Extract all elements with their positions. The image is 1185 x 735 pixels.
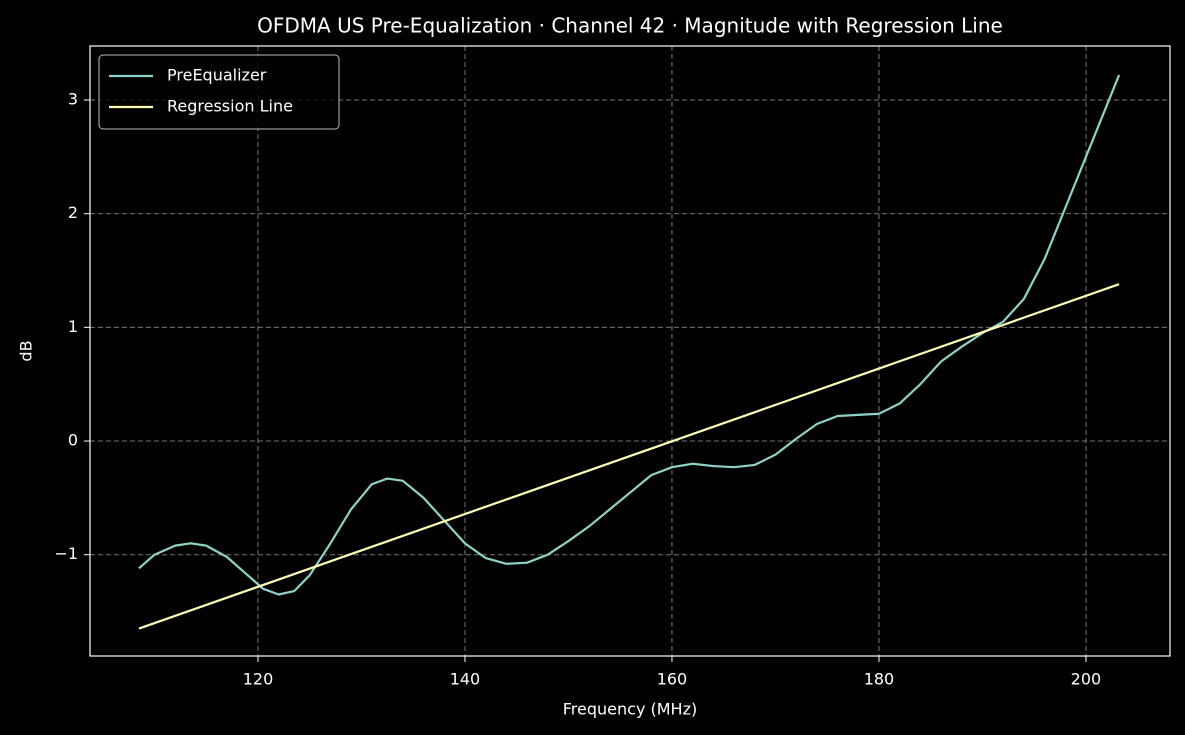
- x-tick-label: 180: [864, 670, 895, 689]
- y-tick-label: 1: [68, 317, 78, 336]
- y-tick-label: 3: [68, 89, 78, 108]
- chart-title: OFDMA US Pre-Equalization · Channel 42 ·…: [257, 14, 1003, 38]
- y-tick-label: 0: [68, 431, 78, 450]
- x-tick-label: 140: [450, 670, 481, 689]
- x-axis-label: Frequency (MHz): [563, 700, 697, 719]
- y-axis-label: dB: [17, 340, 36, 361]
- x-tick-label: 200: [1071, 670, 1102, 689]
- data-line: [138, 283, 1120, 630]
- legend-label: PreEqualizer: [167, 66, 267, 85]
- x-tick-label: 160: [657, 670, 688, 689]
- data-line: [138, 74, 1121, 596]
- legend-label: Regression Line: [167, 97, 293, 116]
- y-tick-label: −1: [54, 544, 78, 563]
- x-tick-label: 120: [243, 670, 274, 689]
- y-tick-label: 2: [68, 203, 78, 222]
- legend-box: [98, 54, 340, 130]
- plot-frame: [89, 45, 1171, 657]
